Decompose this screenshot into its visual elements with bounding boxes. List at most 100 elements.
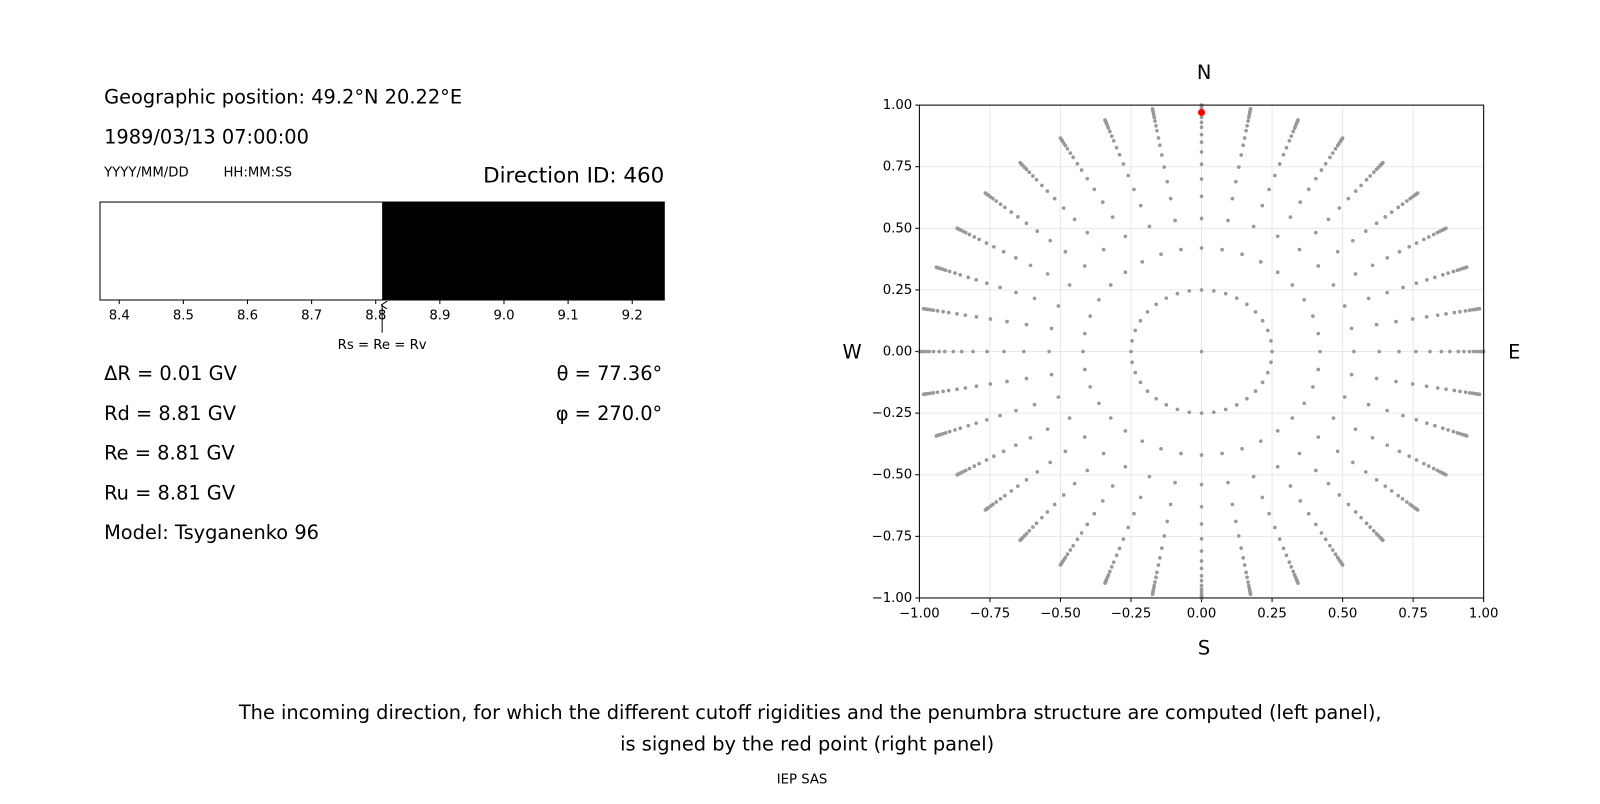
direction-point	[971, 349, 975, 354]
direction-point	[947, 429, 952, 434]
direction-point	[1220, 451, 1224, 456]
direction-point	[1422, 461, 1426, 466]
direction-point	[1088, 314, 1093, 318]
compass-w: W	[842, 341, 861, 364]
direction-point	[972, 235, 977, 239]
phi: φ = 270.0°	[556, 402, 663, 425]
direction-point	[1160, 546, 1164, 550]
direction-point	[1397, 349, 1401, 354]
direction-point	[941, 389, 945, 394]
direction-point	[984, 281, 989, 286]
direction-point	[1103, 581, 1107, 585]
direction-point	[1269, 338, 1273, 343]
direction-point	[998, 285, 1002, 290]
direction-point	[1353, 427, 1358, 431]
direction-point	[1156, 136, 1161, 140]
direction-point	[1173, 480, 1177, 485]
direction-point	[1422, 237, 1426, 242]
x-tick-label: −1.00	[899, 606, 940, 621]
direction-point	[1187, 289, 1192, 293]
direction-point	[924, 349, 929, 354]
direction-point	[1068, 151, 1073, 155]
direction-point	[1199, 120, 1204, 125]
direction-point	[946, 310, 951, 315]
model: Model: Tsyganenko 96	[104, 521, 319, 544]
direction-point	[1277, 162, 1282, 166]
direction-point	[1150, 107, 1155, 111]
direction-point	[1326, 217, 1331, 222]
direction-point	[1333, 146, 1338, 151]
direction-point	[1385, 256, 1390, 260]
direction-point	[1342, 395, 1347, 399]
direction-point	[974, 315, 979, 319]
direction-point	[1226, 218, 1230, 223]
direction-point	[1439, 349, 1444, 354]
direction-point	[1075, 537, 1080, 542]
direction-point	[1111, 138, 1116, 143]
direction-point	[1291, 129, 1296, 134]
direction-point	[1031, 174, 1035, 178]
direction-point	[1014, 408, 1018, 413]
direction-point	[1458, 389, 1462, 394]
direction-point	[941, 309, 945, 314]
direction-point	[1463, 390, 1468, 395]
direction-point	[1085, 468, 1090, 473]
direction-point	[1018, 538, 1023, 543]
direction-point	[1013, 443, 1018, 448]
direction-point	[1253, 310, 1258, 314]
direction-point	[1129, 349, 1133, 354]
direction-point	[1368, 525, 1373, 529]
direction-point	[1138, 495, 1143, 500]
direction-point	[1246, 119, 1250, 123]
direction-point	[1056, 304, 1061, 308]
direction-point	[1458, 309, 1462, 314]
compass-e: E	[1508, 341, 1520, 364]
direction-point	[1335, 449, 1340, 454]
direction-point	[1311, 385, 1315, 389]
direction-point	[1179, 451, 1183, 456]
direction-point	[1052, 196, 1057, 201]
direction-point	[1313, 176, 1318, 181]
direction-point	[1024, 477, 1029, 482]
direction-point	[1302, 297, 1306, 302]
direction-point	[1467, 390, 1472, 395]
direction-point	[1082, 367, 1087, 372]
direction-point	[998, 413, 1002, 418]
direction-point	[959, 349, 964, 354]
datetime: 1989/03/13 07:00:00	[104, 125, 309, 148]
direction-point	[1394, 379, 1398, 384]
direction-point	[1097, 401, 1101, 406]
direction-point	[1162, 534, 1167, 538]
direction-point	[988, 382, 993, 386]
direction-point	[1313, 522, 1318, 527]
direction-point	[1425, 278, 1429, 282]
direction-point	[1273, 525, 1277, 530]
direction-point	[1415, 191, 1420, 195]
direction-point	[1353, 510, 1358, 514]
direction-point	[1415, 508, 1420, 512]
direction-point	[1145, 310, 1150, 314]
caption: is signed by the red point (right panel)	[620, 732, 994, 755]
direction-point	[1160, 153, 1164, 157]
direction-point	[1260, 203, 1265, 208]
direction-point	[1158, 555, 1162, 560]
direction-point	[1444, 472, 1448, 477]
direction-point	[1319, 531, 1324, 535]
direction-point	[1346, 196, 1351, 201]
direction-point	[1289, 134, 1294, 139]
direction-point	[1241, 143, 1246, 148]
rigidity: Re = 8.81 GV	[104, 442, 235, 465]
direction-point	[1001, 249, 1006, 254]
direction-point	[1199, 177, 1204, 181]
direction-point	[994, 199, 999, 203]
marker-label: Rs = Re = Rv	[338, 338, 427, 353]
direction-point	[1079, 531, 1084, 535]
direction-point	[1335, 249, 1340, 254]
direction-point	[1330, 548, 1335, 552]
direction-point	[974, 421, 979, 426]
x-tick-label: 8.9	[429, 308, 450, 323]
direction-point	[1246, 580, 1250, 584]
direction-point	[1108, 416, 1113, 420]
direction-point	[1211, 410, 1216, 415]
